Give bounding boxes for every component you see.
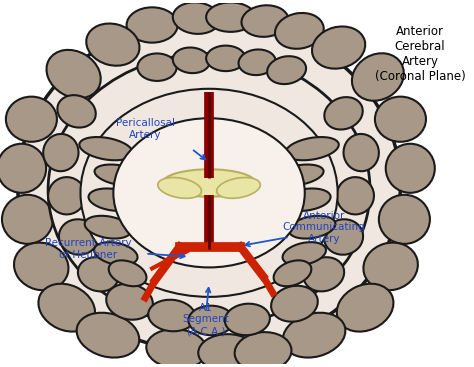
Ellipse shape [312, 26, 365, 69]
Ellipse shape [43, 134, 79, 171]
Ellipse shape [173, 47, 210, 73]
Ellipse shape [109, 260, 146, 286]
Ellipse shape [86, 23, 139, 66]
Ellipse shape [158, 178, 201, 198]
Ellipse shape [273, 164, 324, 186]
Ellipse shape [0, 144, 46, 193]
Ellipse shape [163, 169, 255, 197]
Ellipse shape [48, 54, 370, 326]
Ellipse shape [324, 97, 363, 130]
Ellipse shape [6, 97, 57, 142]
Ellipse shape [238, 50, 276, 75]
Ellipse shape [337, 177, 374, 214]
Ellipse shape [148, 300, 195, 331]
Ellipse shape [94, 164, 145, 186]
Text: Anterior
Cerebral
Artery
(Coronal Plane): Anterior Cerebral Artery (Coronal Plane) [375, 25, 465, 83]
Ellipse shape [285, 137, 339, 160]
Ellipse shape [283, 242, 326, 265]
Ellipse shape [57, 95, 96, 128]
Ellipse shape [267, 56, 306, 84]
Text: Anterior
Communicating
Artery: Anterior Communicating Artery [283, 211, 365, 244]
Ellipse shape [85, 216, 131, 239]
Ellipse shape [375, 97, 426, 142]
Ellipse shape [337, 284, 393, 332]
Ellipse shape [18, 18, 401, 352]
Ellipse shape [38, 284, 95, 332]
Ellipse shape [324, 219, 363, 255]
Text: Pericallosal
Artery: Pericallosal Artery [116, 118, 175, 140]
Ellipse shape [364, 243, 418, 290]
Ellipse shape [189, 306, 234, 335]
Ellipse shape [127, 7, 178, 43]
Ellipse shape [81, 89, 337, 297]
Ellipse shape [273, 260, 311, 286]
Ellipse shape [89, 189, 137, 211]
Ellipse shape [79, 137, 133, 160]
Ellipse shape [289, 216, 336, 239]
Ellipse shape [77, 313, 139, 357]
Ellipse shape [225, 304, 270, 335]
Text: A1
Segment
(A.C.A.): A1 Segment (A.C.A.) [182, 303, 229, 336]
Ellipse shape [217, 178, 260, 198]
Ellipse shape [146, 329, 207, 367]
Ellipse shape [137, 54, 177, 81]
Ellipse shape [282, 189, 330, 211]
Ellipse shape [352, 53, 404, 101]
Ellipse shape [271, 286, 318, 322]
Ellipse shape [386, 144, 435, 193]
Ellipse shape [241, 5, 289, 37]
Ellipse shape [2, 195, 53, 244]
Ellipse shape [46, 50, 100, 98]
Ellipse shape [344, 134, 379, 171]
Ellipse shape [379, 195, 430, 244]
Ellipse shape [198, 334, 257, 367]
Ellipse shape [206, 3, 255, 32]
Ellipse shape [78, 257, 118, 291]
Ellipse shape [113, 118, 305, 268]
Ellipse shape [235, 332, 292, 367]
Ellipse shape [275, 13, 324, 49]
Ellipse shape [206, 46, 246, 71]
Ellipse shape [106, 284, 153, 320]
Ellipse shape [304, 257, 344, 291]
Text: Recurrent Artery
of Heubner: Recurrent Artery of Heubner [45, 238, 132, 259]
Ellipse shape [173, 2, 220, 34]
Ellipse shape [48, 177, 85, 214]
Ellipse shape [14, 243, 68, 290]
Ellipse shape [283, 313, 346, 357]
Ellipse shape [59, 219, 98, 255]
Ellipse shape [94, 242, 137, 265]
